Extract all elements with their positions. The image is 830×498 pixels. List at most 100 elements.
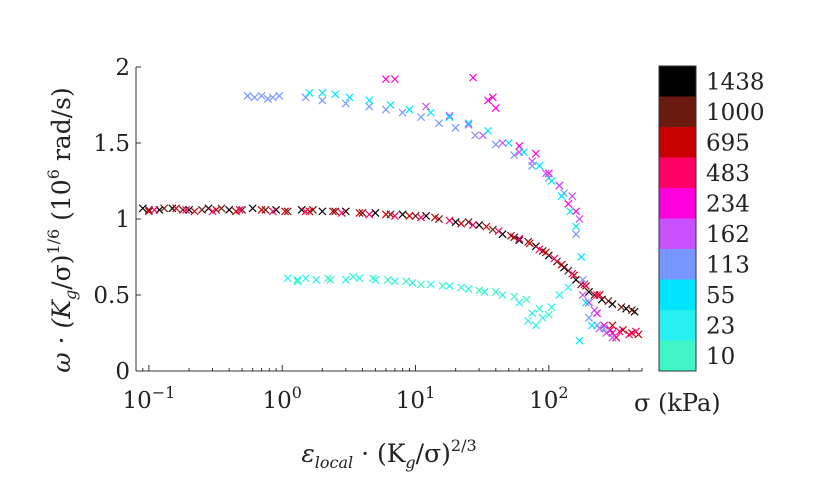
colorbar-segment [659,249,696,280]
data-point [572,230,581,239]
colorbar-label: 695 [706,130,750,156]
data-point [498,138,507,148]
data-point [550,254,559,263]
data-point [510,292,519,301]
colorbar-segment [659,127,696,158]
y-tick-label: 1 [115,207,130,233]
x-tick-label: 100 [262,383,301,414]
data-point [535,304,544,313]
data-markers [138,73,643,345]
data-point [544,310,553,319]
data-point [305,88,314,97]
data-point [301,274,310,283]
colorbar-title: σ (kPa) [634,389,721,417]
data-point [575,214,584,224]
data-point [566,207,575,216]
series-55-kpa [305,88,596,345]
colorbar-labels: 1438 1000 695 483 234 162 113 55 23 10 [706,69,765,370]
data-point [631,327,640,336]
series-10-kpa [293,272,553,319]
data-point [268,207,277,216]
data-point [568,269,577,278]
data-point [381,75,390,84]
data-point [355,274,364,283]
data-point [283,207,292,216]
colorbar-label: 23 [706,313,735,339]
data-point [138,204,147,213]
colorbar-segment [659,279,696,311]
data-point [564,199,573,208]
data-point [301,207,310,216]
data-point [445,113,454,122]
data-point [575,336,584,345]
data-point [600,321,609,330]
data-point [506,231,515,240]
data-point [318,207,327,216]
data-point [365,96,374,105]
data-point [331,90,340,99]
data-point [257,205,266,214]
data-point [160,204,169,213]
data-point [608,321,617,330]
data-point [547,176,556,186]
data-point [417,213,426,222]
data-point [178,205,187,214]
data-point [383,275,392,284]
colorbar-label: 1438 [706,69,765,95]
series-483-kpa [150,205,640,342]
data-point [484,96,493,105]
data-point [572,207,581,216]
data-point [475,221,484,230]
data-point [515,236,524,245]
data-point [365,210,374,219]
colorbar-label: 483 [706,161,750,187]
data-point [484,126,493,135]
data-point [257,91,266,100]
data-point [528,161,537,170]
data-point [235,205,244,214]
data-point [572,222,581,231]
data-point [528,309,537,318]
data-point [197,205,206,214]
data-point [293,275,302,284]
data-point [535,161,544,170]
data-point [217,204,226,213]
data-point [426,280,435,289]
data-point [312,275,321,284]
data-point [604,297,613,306]
y-axis-label: ω · (Kg/σ)1/6 (106 rad/s) [44,87,80,372]
data-point [331,207,340,216]
data-point [318,88,327,97]
data-point [328,207,337,216]
data-point [405,211,414,220]
data-point [627,306,636,315]
data-point [381,210,390,219]
data-point [457,219,466,228]
data-point [564,283,573,292]
data-point [580,280,589,289]
data-point [445,216,454,225]
series-23-kpa [283,274,573,330]
data-point [225,205,234,214]
x-tick-base: 10 [396,388,425,414]
data-point [445,111,454,120]
data-point [593,290,602,300]
x-tick-label: 10−1 [122,383,175,414]
data-point [568,192,577,201]
data-point [411,211,420,220]
data-point [445,281,454,290]
x-tick-label: 101 [396,383,435,414]
data-point [345,93,354,102]
data-point [482,222,491,231]
data-point [390,75,399,84]
data-point [365,102,374,111]
colorbar-label: 10 [706,344,735,370]
data-point [305,207,314,216]
data-point [408,278,417,287]
x-ticks: 10−1 100 101 102 [122,365,643,414]
data-point [422,211,431,220]
data-point [557,192,566,201]
x-tick-label: 102 [529,383,568,414]
data-point [491,287,500,296]
data-point [587,321,596,330]
